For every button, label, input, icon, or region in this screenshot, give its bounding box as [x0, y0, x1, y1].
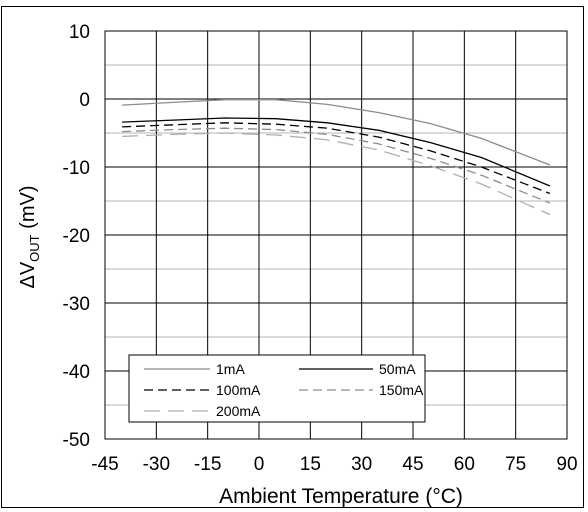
y-tick-label: -50 — [63, 430, 90, 451]
x-tick-label: -30 — [143, 454, 170, 475]
x-tick-label: 45 — [402, 454, 423, 475]
series-line-1mA — [122, 99, 551, 166]
y-tick-labels: 10 0 -10 -20 -30 -40 -50 — [63, 22, 90, 451]
x-tick-label: 75 — [505, 454, 526, 475]
y-tick-label: 10 — [69, 22, 90, 43]
x-tick-label: 30 — [351, 454, 372, 475]
plot-border — [104, 30, 568, 440]
legend-label-200mA: 200mA — [216, 403, 261, 419]
x-tick-label: 60 — [454, 454, 475, 475]
x-tick-label: 15 — [300, 454, 321, 475]
x-tick-label: -45 — [91, 454, 118, 475]
series-layer — [122, 99, 551, 216]
x-tick-labels: -45 -30 -15 0 15 30 45 60 75 90 — [91, 454, 577, 475]
y-tick-label: -40 — [63, 362, 90, 383]
x-tick-label: 90 — [556, 454, 577, 475]
y-tick-label: -20 — [63, 226, 90, 247]
legend-label-150mA: 150mA — [379, 382, 424, 398]
series-line-200mA — [122, 132, 551, 216]
legend-label-100mA: 100mA — [216, 382, 261, 398]
y-axis-label-main: ΔV — [17, 261, 39, 288]
y-axis-label-unit: (mV) — [17, 185, 39, 234]
y-tick-label: 0 — [79, 90, 90, 111]
y-axis-label: ΔVOUT (mV) — [17, 185, 42, 288]
chart-frame: 10 0 -10 -20 -30 -40 -50 -45 -30 -15 0 15 30 45 60 75 9… — [1, 6, 584, 508]
y-tick-label: -30 — [63, 294, 90, 315]
y-tick-label: -10 — [63, 158, 90, 179]
series-line-50mA — [122, 117, 551, 187]
line-chart: 10 0 -10 -20 -30 -40 -50 -45 -30 -15 0 15 30 45 60 75 9… — [17, 22, 578, 508]
legend-label-50mA: 50mA — [379, 361, 416, 377]
legend: 1mA 50mA 100mA 150mA 200mA — [128, 354, 426, 423]
x-axis-label: Ambient Temperature (°C) — [219, 485, 463, 508]
x-tick-label: -15 — [194, 454, 221, 475]
legend-label-1mA: 1mA — [216, 361, 245, 377]
y-axis-label-subscript: OUT — [27, 234, 42, 262]
x-tick-label: 0 — [254, 454, 265, 475]
